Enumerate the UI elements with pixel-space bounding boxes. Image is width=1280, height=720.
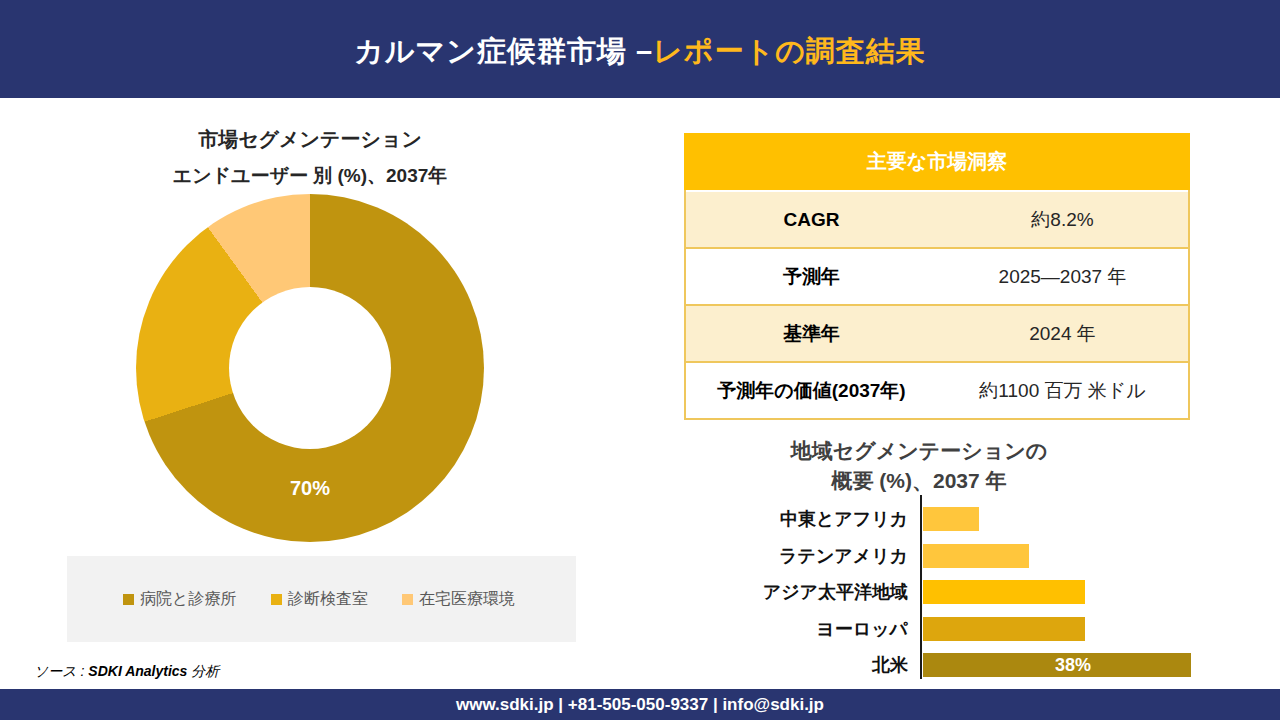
bar-chart-title: 地域セグメンテーションの 概要 (%)、2037 年 — [684, 436, 1154, 496]
page-title-main: カルマン症候群市場 – — [354, 35, 653, 67]
bar-category-label: 北米 — [684, 653, 908, 677]
insights-row-label: 基準年 — [686, 306, 937, 361]
infographic-page: カルマン症候群市場 –レポートの調査結果 市場セグメンテーション エンドユーザー… — [0, 0, 1280, 720]
insights-row-label: 予測年 — [686, 249, 937, 304]
legend-label: 在宅医療環境 — [419, 589, 515, 610]
donut-hole — [229, 287, 391, 449]
insights-table-row: 基準年2024 年 — [686, 304, 1188, 361]
donut-chart: 70% — [136, 194, 484, 542]
insights-table-header: 主要な市場洞察 — [684, 133, 1190, 190]
legend-label: 診断検査室 — [288, 589, 368, 610]
bar — [923, 507, 979, 531]
footer-banner: www.sdki.jp | +81-505-050-9337 | info@sd… — [0, 689, 1280, 720]
bar-row: ヨーロッパ — [684, 617, 1244, 641]
bar-chart-title-line1: 地域セグメンテーションの — [684, 436, 1154, 466]
source-brand: SDKI Analytics — [88, 663, 187, 679]
bar-row: アジア太平洋地域 — [684, 580, 1244, 604]
legend-swatch-icon — [123, 594, 134, 605]
bar-category-label: ラテンアメリカ — [684, 544, 908, 568]
bar-category-label: ヨーロッパ — [684, 617, 908, 641]
footer-contact: www.sdki.jp | +81-505-050-9337 | info@sd… — [456, 695, 824, 715]
insights-row-value: 2024 年 — [937, 306, 1188, 361]
bar — [923, 544, 1029, 568]
legend-item: 診断検査室 — [271, 556, 368, 642]
donut-chart-subtitle: エンドユーザー 別 (%)、2037年 — [60, 163, 560, 189]
bar-row: ラテンアメリカ — [684, 544, 1244, 568]
legend-label: 病院と診療所 — [140, 589, 236, 610]
header-banner: カルマン症候群市場 –レポートの調査結果 — [0, 0, 1280, 98]
page-title-accent: レポートの調査結果 — [653, 35, 926, 67]
page-title: カルマン症候群市場 –レポートの調査結果 — [354, 27, 926, 72]
donut-data-label: 70% — [270, 477, 350, 500]
insights-table-row: 予測年2025—2037 年 — [686, 247, 1188, 304]
legend-swatch-icon — [402, 594, 413, 605]
source-prefix: ソース : — [34, 663, 88, 679]
legend-item: 病院と診療所 — [123, 556, 236, 642]
insights-table-body: CAGR約8.2%予測年2025—2037 年基準年2024 年予測年の価値(2… — [684, 190, 1190, 420]
bar-category-label: アジア太平洋地域 — [684, 580, 908, 604]
bar-row: 中東とアフリカ — [684, 507, 1244, 531]
insights-row-value: 約8.2% — [937, 192, 1188, 247]
donut-chart-title: 市場セグメンテーション — [60, 126, 560, 153]
source-suffix: 分析 — [187, 663, 219, 679]
key-insights-table: 主要な市場洞察 CAGR約8.2%予測年2025—2037 年基準年2024 年… — [684, 133, 1190, 420]
insights-row-label: 予測年の価値(2037年) — [686, 363, 937, 418]
source-note: ソース : SDKI Analytics 分析 — [34, 663, 219, 681]
region-bar-chart: 中東とアフリカラテンアメリカアジア太平洋地域ヨーロッパ北米 38% — [684, 495, 1244, 679]
bar — [923, 580, 1085, 604]
donut-legend: 病院と診療所 診断検査室 在宅医療環境 — [67, 556, 576, 642]
insights-row-value: 約1100 百万 米ドル — [937, 363, 1188, 418]
insights-row-value: 2025—2037 年 — [937, 249, 1188, 304]
legend-item: 在宅医療環境 — [402, 556, 515, 642]
bar-category-label: 中東とアフリカ — [684, 507, 908, 531]
bar — [923, 617, 1085, 641]
legend-swatch-icon — [271, 594, 282, 605]
bar-chart-title-line2: 概要 (%)、2037 年 — [684, 466, 1154, 496]
insights-table-row: CAGR約8.2% — [686, 190, 1188, 247]
insights-table-row: 予測年の価値(2037年)約1100 百万 米ドル — [686, 361, 1188, 418]
bar-row: 北米 38% — [684, 653, 1244, 677]
insights-row-label: CAGR — [686, 192, 937, 247]
bar-data-label: 38% — [1055, 655, 1091, 676]
bar: 38% — [923, 653, 1191, 677]
